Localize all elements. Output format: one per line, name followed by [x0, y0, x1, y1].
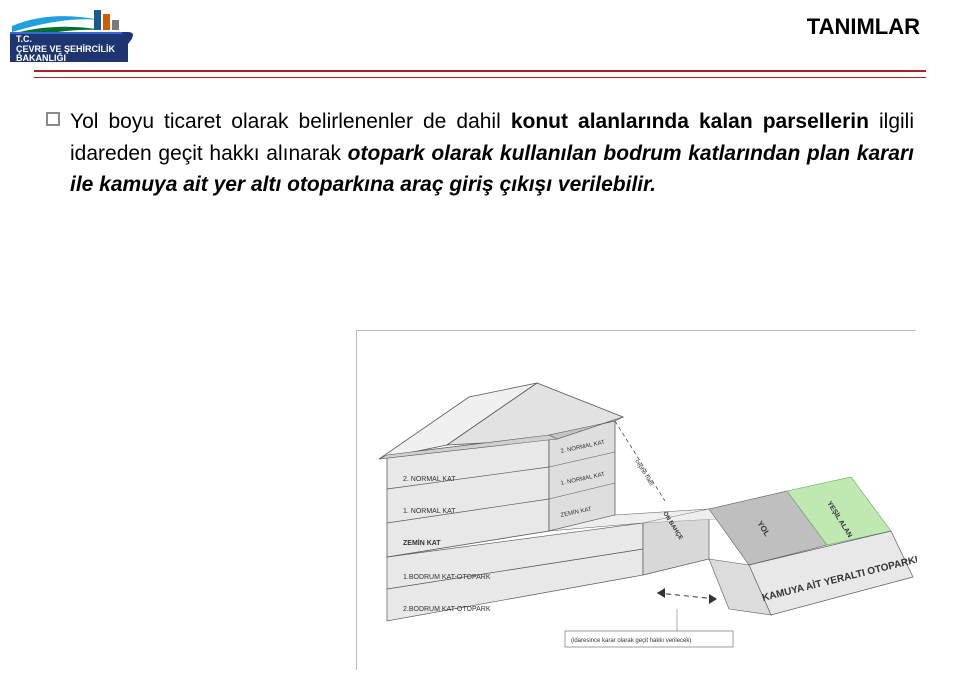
logo-tc: T.C. — [16, 34, 32, 44]
ministry-logo: T.C. ÇEVRE VE ŞEHİRCİLİK BAKANLIĞI — [10, 8, 186, 64]
bt1: Yol boyu ticaret olarak belirlenenler de… — [70, 110, 511, 133]
lbl-b1: 1.BODRUM KAT-OTOPARK — [403, 574, 491, 581]
page-title: TANIMLAR — [807, 8, 920, 40]
lbl-kat2: 2. NORMAL KAT — [403, 476, 456, 483]
lbl-note: (idaresince karar olarak geçit hakkı ver… — [571, 638, 691, 644]
logo-svg: T.C. ÇEVRE VE ŞEHİRCİLİK BAKANLIĞI — [10, 8, 186, 64]
logo-line2: BAKANLIĞI — [16, 52, 66, 63]
lbl-zemin: ZEMİN KAT — [403, 539, 441, 547]
content-area: Yol boyu ticaret olarak belirlenenler de… — [0, 70, 960, 201]
bullet-icon — [46, 112, 60, 126]
bullet-item: Yol boyu ticaret olarak belirlenenler de… — [46, 106, 914, 201]
bullet-text: Yol boyu ticaret olarak belirlenenler de… — [70, 106, 914, 201]
bt2: konut alanlarında kalan parsellerin — [511, 110, 869, 133]
section-figure: 2. NORMAL KAT 1. NORMAL KAT ZEMİN KAT 1.… — [356, 330, 916, 670]
lbl-b2: 2.BODRUM KAT-OTOPARK — [403, 606, 491, 613]
lbl-kat1: 1. NORMAL KAT — [403, 508, 456, 515]
